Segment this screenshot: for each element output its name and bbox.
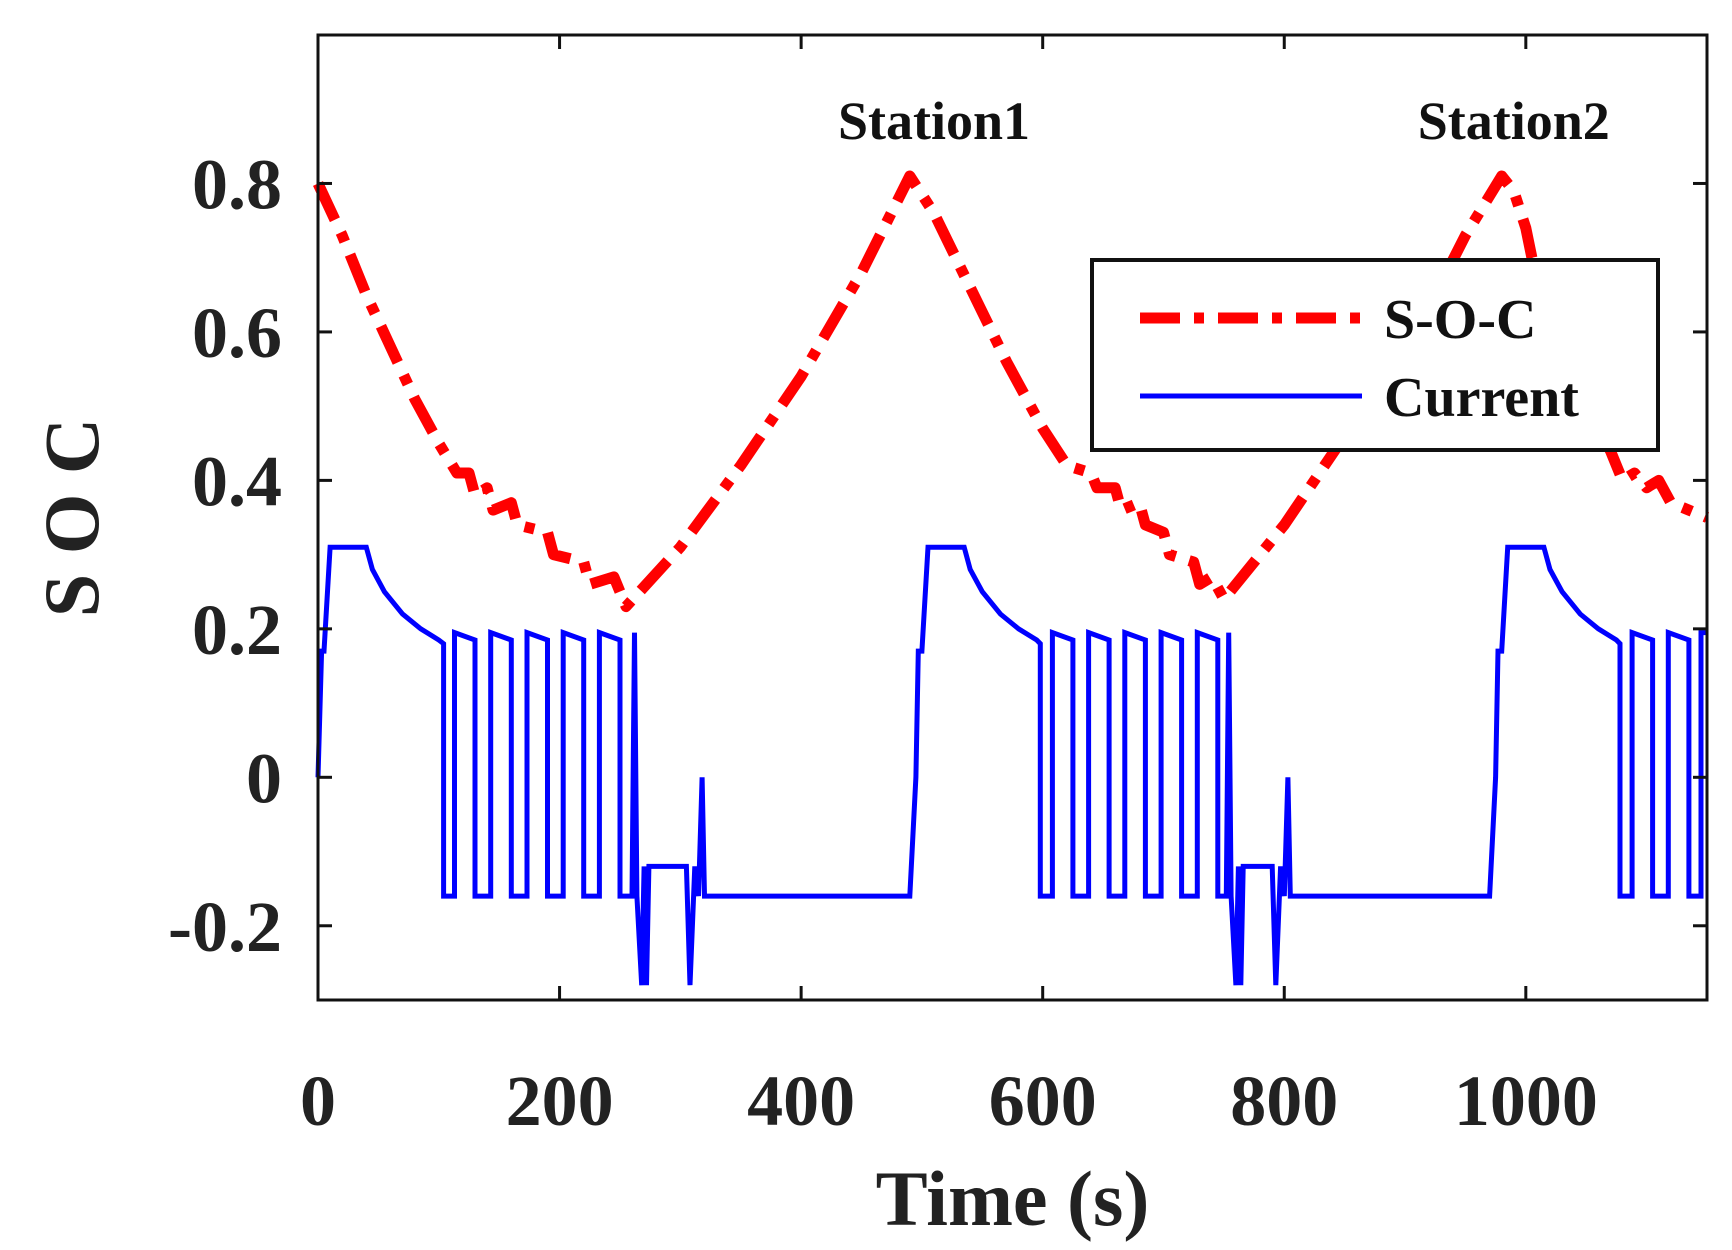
legend-label-soc: S-O-C	[1384, 289, 1536, 351]
series-line-current	[315, 544, 1707, 986]
y-tick-label: 0.6	[192, 293, 282, 373]
x-axis-title: Time (s)	[876, 1155, 1150, 1242]
y-axis-title: S O C	[28, 418, 115, 617]
series-line-soc	[313, 170, 1710, 613]
legend-label-current: Current	[1384, 367, 1579, 429]
y-tick-label: 0.2	[192, 590, 282, 670]
x-tick-label: 1000	[1454, 1061, 1598, 1141]
legend: S-O-C Current	[1090, 258, 1660, 452]
x-tick-label: 200	[506, 1061, 614, 1141]
series-layer	[313, 170, 1710, 986]
x-tick-label: 400	[747, 1061, 855, 1141]
y-tick-label: 0.4	[192, 441, 282, 521]
annotation-station2: Station2	[1418, 91, 1610, 151]
y-axis-ticks: -0.2 0 0.2 0.4 0.6 0.8	[168, 144, 1707, 967]
plot-frame	[316, 33, 1709, 1002]
legend-box	[1090, 258, 1660, 452]
axes-layer	[316, 33, 1709, 1002]
y-tick-label: 0.8	[192, 144, 282, 224]
x-tick-label: 800	[1230, 1061, 1338, 1141]
x-tick-label: 0	[300, 1061, 336, 1141]
y-tick-label: 0	[246, 738, 282, 818]
x-tick-label: 600	[989, 1061, 1097, 1141]
x-axis-ticks: 0 200 400 600 800 1000	[300, 35, 1598, 1141]
annotation-station1: Station1	[838, 91, 1030, 151]
y-tick-label: -0.2	[168, 887, 282, 967]
